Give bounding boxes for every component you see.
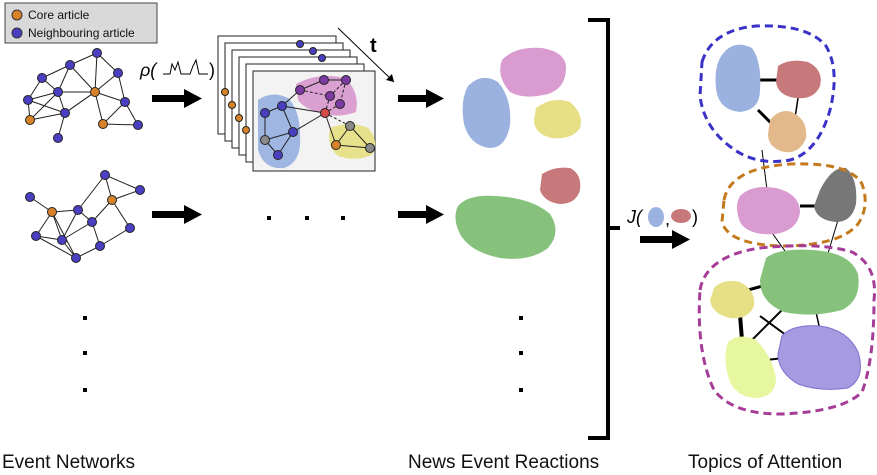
reaction-blob-blue — [462, 77, 511, 148]
red-blob-mini-icon — [671, 209, 691, 223]
news-event-reactions — [455, 47, 581, 259]
svg-text:): ) — [692, 207, 698, 227]
topic-group-outlines — [697, 24, 877, 416]
topic-group-2-outline — [720, 162, 867, 248]
news-event-reactions-caption: News Event Reactions — [408, 452, 599, 473]
topic-blob-blue — [715, 44, 761, 112]
topic-blob-green — [760, 249, 859, 315]
legend: Core article Neighbouring article — [4, 2, 158, 44]
topic-blob-lime — [725, 336, 776, 398]
neighbouring-article-legend-label: Neighbouring article — [28, 26, 135, 40]
more-slices-ellipsis — [267, 216, 345, 220]
event-network-2 — [29, 174, 141, 259]
event-network-2-nodes — [25, 170, 145, 263]
topic-group-3-outline — [697, 244, 877, 416]
arrow-3 — [398, 89, 444, 108]
topic-blob-grey — [814, 167, 857, 222]
core-article-legend-label: Core article — [28, 8, 90, 22]
reaction-blob-red — [540, 167, 581, 204]
event-network-1 — [27, 52, 139, 139]
svg-text:): ) — [209, 60, 215, 80]
arrow-5 — [640, 230, 690, 249]
topic-blob-yellow — [710, 280, 755, 319]
more-networks-ellipsis — [83, 316, 87, 392]
arrow-4 — [398, 205, 444, 224]
svg-text:ρ(: ρ( — [139, 60, 158, 80]
reaction-blob-pink — [500, 47, 566, 97]
rho-function-label: ρ( ) — [139, 58, 215, 80]
time-axis-label: t — [370, 35, 377, 57]
arrow-2 — [152, 205, 202, 224]
reaction-blob-green — [455, 195, 556, 259]
event-networks-caption: Event Networks — [2, 452, 135, 473]
neighbouring-article-legend-marker — [11, 27, 23, 39]
collection-bracket — [588, 18, 620, 440]
stack-side-edges — [221, 40, 326, 134]
blue-blob-mini-icon — [648, 207, 664, 227]
core-article-legend-marker — [11, 9, 23, 21]
svg-text:,: , — [665, 209, 670, 229]
svg-text:J(: J( — [626, 207, 644, 227]
reaction-blob-yellow — [534, 100, 581, 139]
topic-blob-red — [776, 60, 821, 99]
arrow-1 — [152, 89, 202, 108]
topic-blobs — [710, 44, 861, 398]
topic-group-1-outline — [698, 24, 836, 163]
topics-of-attention-caption: Topics of Attention — [688, 452, 842, 473]
topic-blob-tan — [768, 111, 807, 153]
jaccard-function-label: J( , ) — [626, 207, 698, 229]
time-axis: t — [337, 27, 395, 83]
topic-blob-pink — [737, 187, 800, 235]
front-frame-nodes — [260, 75, 375, 160]
signal-sparkline-icon — [163, 58, 208, 75]
event-network-1-nodes — [23, 48, 143, 143]
more-reactions-ellipsis — [519, 316, 523, 392]
topic-blob-purple — [777, 325, 861, 390]
